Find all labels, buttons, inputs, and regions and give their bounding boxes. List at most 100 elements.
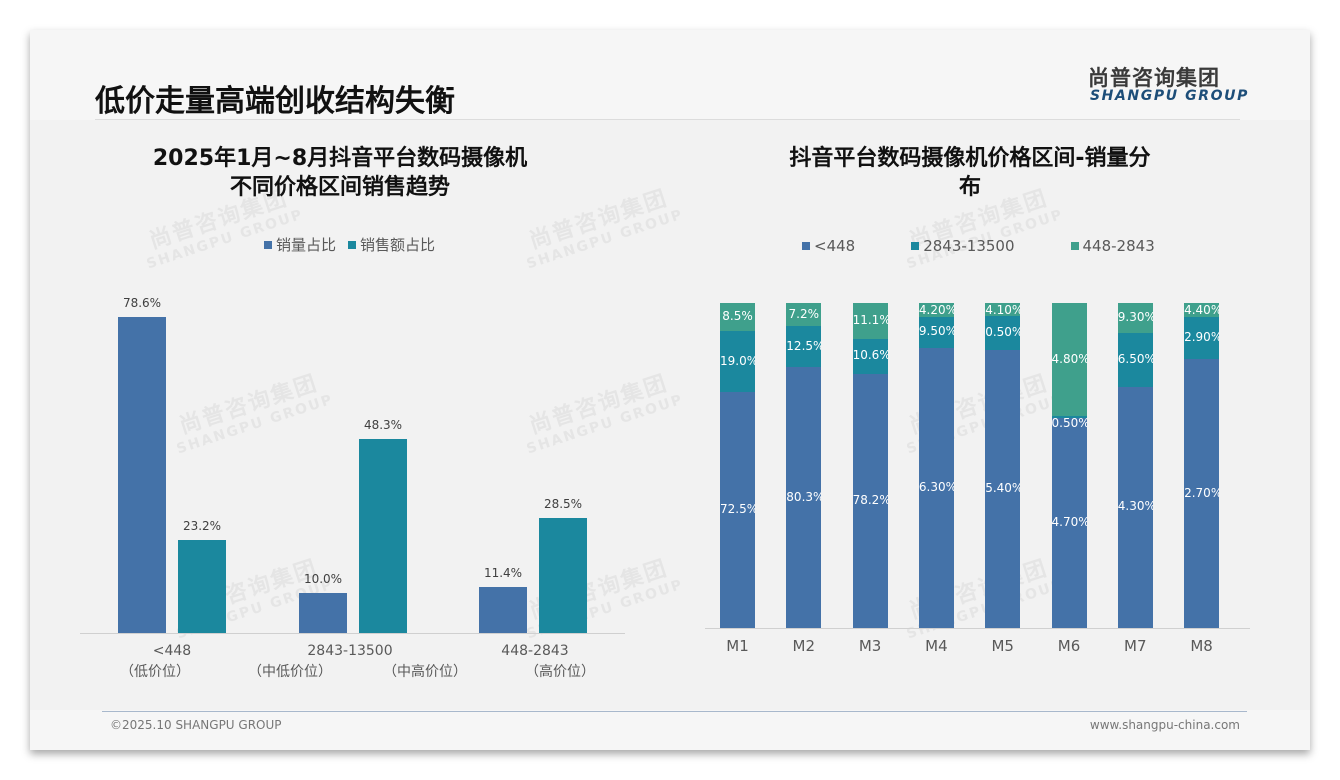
chart1-category-label: 448-2843 <box>501 643 569 659</box>
chart2-category-label: M3 <box>858 637 882 655</box>
segment-value-label: 6.50% <box>1117 352 1153 366</box>
segment-low: 4.70% <box>1051 417 1087 628</box>
chart1-title-line2: 不同价格区间销售趋势 <box>229 175 450 200</box>
legend-item-high: 2843-13500 <box>911 237 1015 255</box>
bar-value-label: 10.0% <box>303 571 343 586</box>
legend-label: 销量占比 <box>276 236 337 254</box>
chart2-title-line1: 抖音平台数码摄像机价格区间-销量分 <box>789 146 1151 171</box>
stacked-bar-m7: 4.30% 6.50% 9.30% <box>1117 303 1153 628</box>
segment-mid: 4.40% <box>1184 303 1220 318</box>
chart1-category-sublabel: （中低价位） <box>248 664 332 680</box>
bar-value-label: 28.5% <box>543 497 583 512</box>
segment-low: 2.70% <box>1184 359 1220 628</box>
chart1-category-sublabel: （高价位） <box>525 664 595 680</box>
chart2-category-label: M5 <box>991 637 1014 655</box>
segment-mid: 9.30% <box>1117 303 1153 334</box>
footer-divider <box>102 711 1247 712</box>
segment-value-label: 8.5% <box>722 308 753 323</box>
legend-item-low: <448 <box>802 237 855 255</box>
footer-copyright: ©2025.10 SHANGPU GROUP <box>110 718 282 732</box>
segment-value-label: 11.1% <box>852 313 888 328</box>
chart2-legend: <448 2843-13500 448-2843 <box>802 237 1155 255</box>
segment-value-label: 5.40% <box>985 481 1021 496</box>
stacked-bar-m2: 80.3% 12.5% 7.2% <box>786 303 822 628</box>
segment-high: 10.6% <box>852 339 888 374</box>
chart2-category-label: M1 <box>726 637 749 655</box>
legend-swatch-teal <box>348 240 357 249</box>
stacked-bar-m4: 6.30% 9.50% 4.20% <box>918 303 954 628</box>
legend-swatch-green <box>1070 242 1079 250</box>
stacked-bar-m6: 4.70% 0.50% 4.80% <box>1051 303 1087 628</box>
bar-volume-share <box>118 317 166 633</box>
legend-item-mid: 448-2843 <box>1070 237 1155 255</box>
bar-value-label: 23.2% <box>182 518 222 533</box>
segment-value-label: 9.50% <box>918 324 954 339</box>
legend-label: 448-2843 <box>1082 237 1155 255</box>
segment-value-label: 7.2% <box>788 306 820 321</box>
stacked-bar-m5: 5.40% 0.50% 4.10% <box>985 303 1021 628</box>
chart2-title: 抖音平台数码摄像机价格区间-销量分 布 <box>730 144 1210 202</box>
segment-value-label: 80.3% <box>786 489 822 504</box>
segment-mid: 4.80% <box>1051 303 1087 417</box>
chart2-category-label: M8 <box>1190 637 1213 655</box>
bar-value-label: 11.4% <box>483 566 523 581</box>
segment-mid: 4.20% <box>918 303 954 318</box>
bar-value-label: 48.3% <box>363 417 403 432</box>
bar-value-label: 78.6% <box>122 296 162 310</box>
content-panel <box>30 120 1310 710</box>
legend-label: 2843-13500 <box>923 237 1015 255</box>
segment-value-label: 4.80% <box>1051 351 1087 366</box>
segment-value-label: 72.5% <box>720 502 755 517</box>
segment-high: 2.90% <box>1184 317 1220 360</box>
chart1-x-axis <box>80 633 625 634</box>
segment-high: 6.50% <box>1117 333 1153 387</box>
bar-revenue-share <box>539 518 587 633</box>
chart2-title-line2: 布 <box>958 175 981 200</box>
segment-value-label: 4.70% <box>1051 514 1087 529</box>
segment-mid: 8.5% <box>720 303 755 331</box>
chart2-category-label: M6 <box>1057 637 1081 655</box>
segment-value-label: 19.0% <box>720 353 755 368</box>
segment-value-label: 4.40% <box>1184 303 1220 318</box>
chart2-x-axis <box>705 628 1250 629</box>
bar-revenue-share <box>359 438 407 633</box>
segment-high: 12.5% <box>786 326 822 368</box>
segment-value-label: 2.90% <box>1184 330 1220 345</box>
segment-high: 9.50% <box>918 316 954 348</box>
chart1-category-sublabel: （低价位） <box>120 664 190 680</box>
bar-volume-share <box>299 592 347 633</box>
logo-english: SHANGPU GROUP <box>1090 88 1249 104</box>
logo-chinese: 尚普咨询集团 <box>1088 66 1220 90</box>
segment-value-label: 78.2% <box>852 492 888 507</box>
title-divider <box>95 119 1240 120</box>
bar-volume-share <box>479 587 527 633</box>
legend-label: <448 <box>814 237 856 255</box>
chart2-category-label: M2 <box>792 637 816 655</box>
segment-value-label: 4.30% <box>1117 499 1153 514</box>
legend-item-revenue: 销售额占比 <box>348 234 435 255</box>
segment-value-label: 4.20% <box>918 303 954 318</box>
slide: 低价走量高端创收结构失衡 尚普咨询集团 SHANGPU GROUP 尚普咨询集团… <box>30 30 1310 750</box>
page-title: 低价走量高端创收结构失衡 <box>95 84 455 119</box>
segment-low: 72.5% <box>720 392 755 628</box>
segment-value-label: 0.50% <box>1051 416 1087 431</box>
bar-revenue-share <box>178 539 226 633</box>
legend-label: 销售额占比 <box>360 236 436 254</box>
segment-high: 0.50% <box>1051 416 1087 430</box>
chart1-category-label: 2843-13500 <box>307 643 393 659</box>
footer-website: www.shangpu-china.com <box>1089 718 1240 732</box>
segment-mid: 11.1% <box>852 303 888 340</box>
chart1-category-label: <448 <box>152 643 192 659</box>
legend-swatch-blue <box>264 240 272 249</box>
segment-value-label: 9.30% <box>1117 310 1153 325</box>
segment-high: 19.0% <box>720 330 755 393</box>
segment-low: 5.40% <box>985 350 1021 628</box>
segment-low: 4.30% <box>1117 386 1153 628</box>
segment-value-label: 10.6% <box>852 348 888 363</box>
segment-high: 0.50% <box>985 316 1021 351</box>
stacked-bar-m3: 78.2% 10.6% 11.1% <box>852 303 888 628</box>
chart1-category-sublabel: （中高价位） <box>383 664 467 680</box>
segment-value-label: 6.30% <box>918 479 954 494</box>
chart1-legend: 销量占比 销售额占比 <box>264 234 435 255</box>
legend-item-volume: 销量占比 <box>264 234 336 255</box>
